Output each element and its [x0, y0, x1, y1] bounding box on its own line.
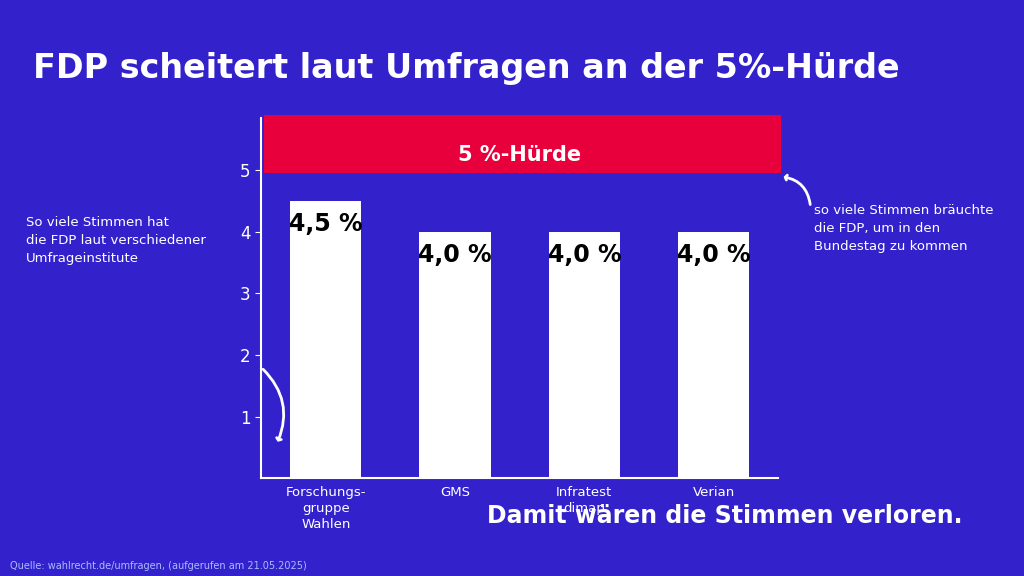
Bar: [549, 232, 620, 478]
Text: FDP scheitert laut Umfragen an der 5%-Hürde: FDP scheitert laut Umfragen an der 5%-Hü…: [33, 52, 899, 85]
Text: Quelle: wahlrecht.de/umfragen, (aufgerufen am 21.05.2025): Quelle: wahlrecht.de/umfragen, (aufgeruf…: [10, 562, 307, 571]
Text: Damit wären die Stimmen verloren.: Damit wären die Stimmen verloren.: [486, 504, 963, 528]
Text: 4,0 %: 4,0 %: [418, 243, 492, 267]
Text: 4,0 %: 4,0 %: [548, 243, 622, 267]
Bar: [264, 115, 781, 173]
Text: so viele Stimmen bräuchte
die FDP, um in den
Bundestag zu kommen: so viele Stimmen bräuchte die FDP, um in…: [814, 204, 993, 253]
Bar: [290, 201, 361, 478]
Text: So viele Stimmen hat
die FDP laut verschiedener
Umfrageinstitute: So viele Stimmen hat die FDP laut versch…: [26, 216, 206, 265]
Text: 4,5 %: 4,5 %: [289, 212, 362, 236]
Text: 4,0 %: 4,0 %: [677, 243, 751, 267]
Text: 5 %-Hürde: 5 %-Hürde: [458, 145, 582, 165]
Bar: [678, 232, 750, 478]
Bar: [420, 232, 490, 478]
